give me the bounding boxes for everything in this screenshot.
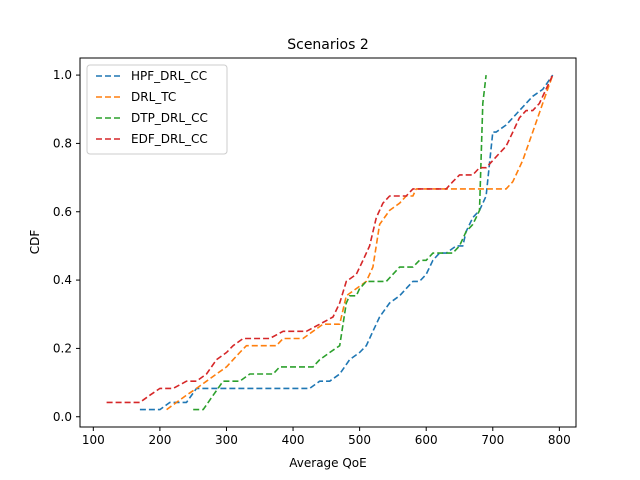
y-tick-label: 0.2 [53,341,72,355]
legend-label-drl-tc: DRL_TC [131,90,176,104]
plot-area [79,57,577,428]
series-line-hpf-drl-cc [139,74,554,411]
legend-label-edf-drl-cc: EDF_DRL_CC [131,132,208,146]
y-tick-label: 0.8 [53,136,72,150]
x-tick-label: 700 [481,433,504,447]
y-axis: 0.0 0.2 0.4 0.6 0.8 1.0 [53,68,80,424]
y-tick-label: 0.0 [53,410,72,424]
legend-label-hpf-drl-cc: HPF_DRL_CC [131,69,207,83]
legend: HPF_DRL_CC DRL_TC DTP_DRL_CC EDF_DRL_CC [86,64,228,155]
y-axis-title: CDF [28,230,42,255]
y-tick-label: 0.6 [53,205,72,219]
chart-title: Scenarios 2 [287,37,369,53]
x-tick-label: 500 [348,433,371,447]
series-line-edf-drl-cc [106,74,554,404]
x-tick-label: 200 [148,433,171,447]
axes-frame [79,57,577,428]
x-tick-label: 300 [215,433,238,447]
y-tick-label: 0.4 [53,273,72,287]
x-tick-label: 100 [82,433,105,447]
series-layer [106,74,554,411]
series-line-drl-tc [166,74,554,411]
x-axis: 100 200 300 400 500 600 700 800 [82,427,571,447]
legend-box [86,64,228,155]
series-line-dtp-drl-cc [193,75,487,411]
x-tick-label: 400 [282,433,305,447]
x-tick-label: 800 [548,433,571,447]
y-tick-label: 1.0 [53,68,72,82]
x-axis-title: Average QoE [289,456,366,470]
legend-label-dtp-drl-cc: DTP_DRL_CC [131,111,208,125]
x-tick-label: 600 [415,433,438,447]
